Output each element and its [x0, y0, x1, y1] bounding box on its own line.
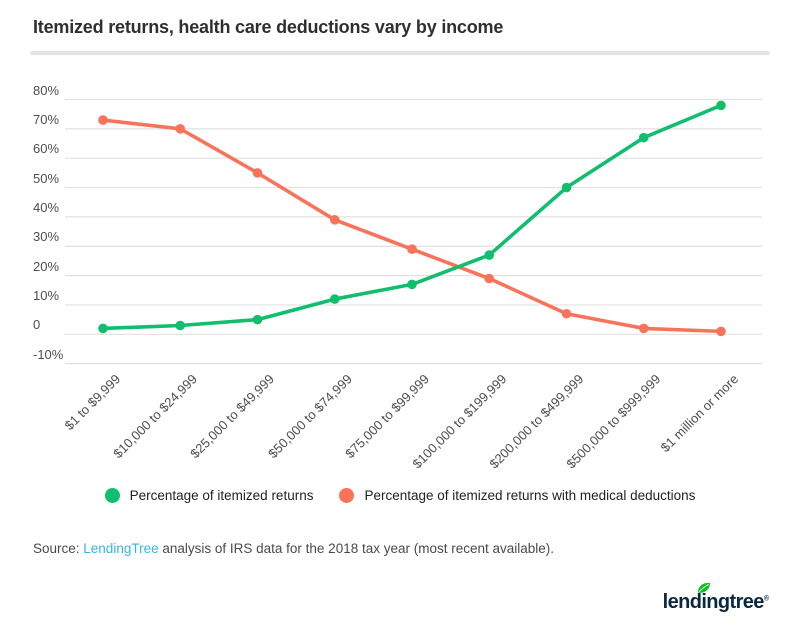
data-point: [175, 320, 186, 331]
legend-item-medical-deductions: Percentage of itemized returns with medi…: [339, 488, 695, 503]
series-line: [101, 118, 723, 334]
data-point: [98, 115, 108, 125]
data-point: [484, 250, 495, 260]
logo-text-part2: ngtree: [706, 591, 764, 613]
source-prefix: Source:: [33, 541, 84, 556]
data-point: [561, 182, 572, 193]
y-tick-label: 40%: [33, 199, 60, 215]
data-point: [484, 273, 495, 284]
legend-dot-orange-icon: [339, 488, 355, 503]
y-tick-label: -10%: [33, 346, 64, 362]
data-point: [638, 132, 649, 143]
logo-text-part1: lend: [662, 591, 702, 613]
y-tick-label: 70%: [33, 111, 60, 127]
data-point: [716, 326, 726, 337]
data-point: [252, 168, 263, 178]
logo-registered-mark: ®: [763, 595, 769, 603]
legend-label-itemized-returns: Percentage of itemized returns: [129, 488, 314, 503]
data-point: [716, 100, 726, 111]
y-tick-label: 80%: [33, 82, 60, 98]
data-point: [252, 314, 263, 325]
data-point: [407, 279, 417, 290]
source-link[interactable]: LendingTree: [83, 541, 159, 556]
data-point: [98, 323, 108, 334]
legend-dot-green-icon: [104, 488, 120, 503]
y-tick-label: 50%: [33, 170, 60, 186]
source-suffix: analysis of IRS data for the 2018 tax ye…: [158, 541, 555, 556]
chart-title: Itemized returns, health care deductions…: [33, 17, 504, 37]
leaf-icon: [698, 582, 711, 593]
data-point: [407, 244, 417, 254]
source-note: Source: LendingTree analysis of IRS data…: [33, 541, 554, 556]
data-point: [175, 124, 186, 134]
logo-text-dotted-i: i: [701, 591, 707, 613]
y-tick-label: 60%: [33, 141, 60, 157]
data-point: [329, 294, 340, 304]
y-tick-label: 20%: [33, 258, 60, 274]
y-tick-label: 0: [33, 317, 41, 333]
lendingtree-logo: lendi ngtree®: [662, 582, 769, 614]
legend-item-itemized-returns: Percentage of itemized returns: [104, 488, 314, 503]
data-point: [329, 215, 340, 225]
title-divider: [30, 51, 770, 55]
y-tick-label: 10%: [33, 287, 60, 303]
legend-label-medical-deductions: Percentage of itemized returns with medi…: [364, 488, 696, 503]
data-point: [638, 323, 649, 334]
data-point: [561, 308, 572, 319]
legend: Percentage of itemized returns Percentag…: [0, 488, 800, 503]
y-tick-label: 30%: [33, 229, 60, 245]
